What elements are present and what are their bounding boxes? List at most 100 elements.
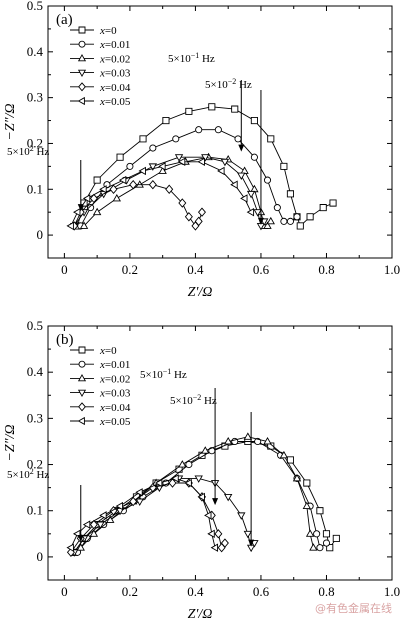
- x-tick-label: 0: [61, 262, 68, 277]
- y-tick-label: 0.3: [27, 90, 43, 105]
- data-point: [126, 162, 134, 170]
- data-point: [309, 543, 318, 551]
- data-point: [149, 144, 157, 152]
- series-x-0.05: [66, 474, 219, 552]
- y-tick-label: 0: [37, 227, 44, 242]
- data-point: [224, 493, 233, 502]
- panel-label: (b): [56, 332, 74, 348]
- data-point: [293, 213, 301, 221]
- y-axis-title: −Z″/Ω: [3, 103, 18, 140]
- data-point: [303, 479, 311, 487]
- data-point: [243, 530, 253, 539]
- data-point: [243, 432, 253, 440]
- x-tick-label: 0.6: [253, 262, 270, 277]
- legend-marker: [77, 416, 85, 426]
- data-point: [129, 496, 138, 507]
- annotation-arrow-head: [212, 498, 219, 506]
- data-point: [280, 162, 288, 170]
- data-point: [148, 179, 157, 190]
- data-point: [82, 520, 91, 529]
- data-point: [197, 492, 205, 502]
- data-point: [286, 190, 294, 198]
- annotation: 5×10−2 Hz: [205, 77, 264, 225]
- y-tick-label: 0.2: [27, 135, 43, 150]
- legend-label: x=0.04: [99, 402, 131, 414]
- data-point: [250, 116, 258, 125]
- y-tick-label: 0.5: [27, 0, 43, 13]
- data-point: [158, 166, 167, 174]
- data-point: [66, 543, 74, 552]
- series-x-0.04: [70, 179, 206, 231]
- data-point: [162, 116, 170, 125]
- legend-marker: [78, 360, 86, 368]
- data-point: [306, 213, 314, 221]
- data-point: [129, 179, 138, 190]
- data-point: [296, 222, 304, 230]
- annotation-text: 5×10−2 Hz: [170, 393, 217, 408]
- data-point: [112, 193, 121, 202]
- annotation-arrow-head: [257, 217, 264, 225]
- watermark-text: @有色金属在线: [315, 602, 392, 615]
- data-point: [135, 180, 144, 188]
- data-point: [135, 488, 143, 497]
- data-point: [109, 506, 118, 516]
- series-x-0.03: [70, 475, 259, 557]
- y-tick-label: 0.1: [27, 503, 43, 518]
- data-point: [87, 204, 95, 212]
- data-point: [240, 194, 248, 203]
- data-point: [201, 446, 210, 454]
- data-point: [178, 198, 187, 208]
- data-point: [66, 221, 74, 231]
- data-point: [185, 107, 193, 115]
- data-point: [246, 190, 256, 199]
- annotation-text: 5×102 Hz: [7, 144, 49, 159]
- series-x-0: [73, 103, 337, 230]
- data-point: [171, 474, 179, 483]
- y-tick-label: 0.4: [27, 44, 44, 59]
- x-tick-label: 0.2: [122, 584, 138, 599]
- data-point: [197, 207, 206, 217]
- annotation-arrow-head: [77, 204, 84, 212]
- data-point: [263, 176, 272, 184]
- data-point: [214, 529, 223, 539]
- data-point: [305, 529, 315, 537]
- data-point: [234, 135, 242, 143]
- data-point: [172, 135, 180, 143]
- data-point: [253, 209, 262, 217]
- data-point: [92, 207, 102, 216]
- data-point: [184, 212, 193, 222]
- series-x-0.05: [66, 157, 255, 231]
- data-point: [208, 103, 216, 111]
- legend-marker: [77, 374, 87, 382]
- data-point: [106, 515, 115, 523]
- data-point: [79, 221, 89, 229]
- data-point: [177, 157, 186, 166]
- series-line: [70, 477, 216, 548]
- data-point: [154, 478, 163, 488]
- legend-label: x=0.02: [99, 53, 130, 65]
- y-tick-label: 0: [37, 549, 44, 564]
- data-point: [220, 158, 230, 167]
- legend-label: x=0.01: [99, 39, 130, 51]
- data-point: [240, 166, 249, 174]
- annotation-arrow-head: [77, 535, 84, 543]
- data-point: [210, 543, 219, 552]
- data-point: [89, 529, 99, 537]
- data-point: [279, 450, 289, 459]
- legend-label: x=0: [99, 345, 117, 357]
- data-point: [135, 498, 144, 506]
- data-point: [322, 539, 331, 547]
- data-point: [89, 519, 98, 530]
- legend-marker: [77, 96, 85, 106]
- annotation-text: 5×10−1 Hz: [140, 367, 187, 382]
- chart-panel-b: 0 0.2 0.4 0.6 0.8 1.0 0 0.1 0.2 0.3 0.4 0.5 Z′/Ω −Z″/…: [3, 318, 400, 620]
- data-point: [96, 521, 105, 530]
- annotation-arrow-head: [238, 144, 245, 152]
- data-point: [148, 163, 158, 171]
- legend: x=0 x=0.01 x=0.02 x=0.03 x=0.04 x=0.05: [70, 345, 131, 428]
- y-tick-label: 0.3: [27, 410, 43, 425]
- data-point: [165, 184, 174, 194]
- annotation: 5×10−1 Hz: [168, 51, 245, 152]
- data-point: [116, 153, 124, 161]
- data-point: [195, 126, 203, 134]
